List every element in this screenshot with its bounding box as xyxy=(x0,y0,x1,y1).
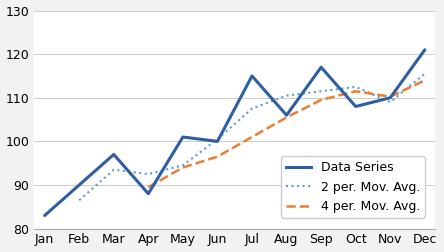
Legend: Data Series, 2 per. Mov. Avg., 4 per. Mov. Avg.: Data Series, 2 per. Mov. Avg., 4 per. Mo… xyxy=(281,156,425,218)
